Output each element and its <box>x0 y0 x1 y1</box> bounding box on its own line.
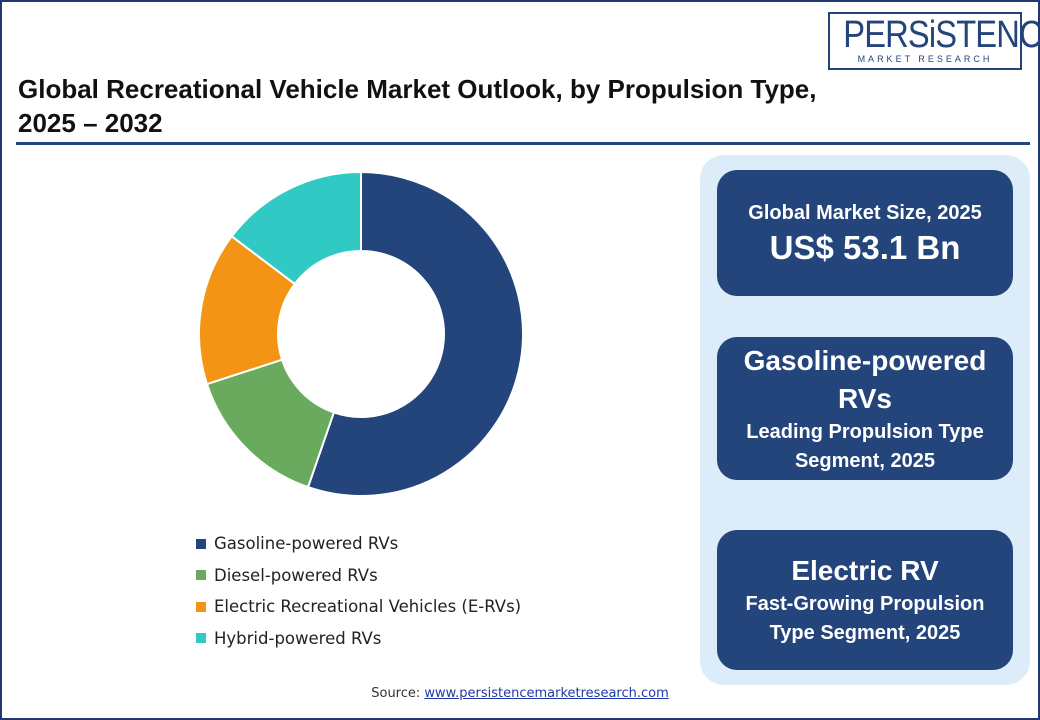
donut-slice-hybrid-powered-rvs <box>230 170 362 286</box>
donut-chart <box>198 170 524 497</box>
leading-segment-caption-line1: Leading Propulsion Type <box>746 420 984 443</box>
legend-item: Diesel-powered RVs <box>196 560 521 592</box>
legend-label: Hybrid-powered RVs <box>214 628 382 648</box>
source-link[interactable]: www.persistencemarketresearch.com <box>424 686 669 701</box>
title-divider <box>16 142 1030 145</box>
logo-wordmark: PERSiSTENCE <box>843 14 1040 56</box>
donut-slice-gasoline-powered-rvs <box>306 170 524 497</box>
source-note: Source: www.persistencemarketresearch.co… <box>0 686 1040 701</box>
market-size-card: Global Market Size, 2025 US$ 53.1 Bn <box>717 170 1013 296</box>
leading-segment-name-line1: Gasoline-powered <box>743 344 987 376</box>
fastest-growing-caption-line2: Type Segment, 2025 <box>769 622 961 644</box>
chart-legend: Gasoline-powered RVs Diesel-powered RVs El… <box>196 528 521 654</box>
source-label: Source: <box>371 686 421 701</box>
legend-item: Gasoline-powered RVs <box>196 528 521 560</box>
legend-swatch <box>196 570 206 581</box>
fastest-growing-card: Electric RV Fast-Growing Propulsion Type… <box>717 530 1013 670</box>
legend-item: Electric Recreational Vehicles (E-RVs) <box>196 591 521 623</box>
logo-tagline: MARKET RESEARCH <box>857 54 993 64</box>
legend-item: Hybrid-powered RVs <box>196 623 521 655</box>
fastest-growing-caption-line1: Fast-Growing Propulsion <box>745 593 985 615</box>
leading-segment-card: Gasoline-powered RVs Leading Propulsion … <box>717 337 1013 480</box>
market-size-label: Global Market Size, 2025 <box>748 201 982 224</box>
legend-label: Gasoline-powered RVs <box>214 534 399 554</box>
fastest-growing-name: Electric RV <box>791 555 939 586</box>
legend-swatch <box>196 601 206 612</box>
chart-title-line1: Global Recreational Vehicle Market Outlo… <box>18 74 817 104</box>
legend-label: Diesel-powered RVs <box>214 565 378 585</box>
chart-title-line2: 2025 – 2032 <box>18 108 163 138</box>
chart-title: Global Recreational Vehicle Market Outlo… <box>18 72 838 140</box>
leading-segment-name-line2: RVs <box>838 382 892 414</box>
market-size-value: US$ 53.1 Bn <box>769 228 961 266</box>
legend-swatch <box>196 538 206 549</box>
leading-segment-caption-line2: Segment, 2025 <box>794 449 936 472</box>
legend-label: Electric Recreational Vehicles (E-RVs) <box>214 597 522 617</box>
legend-swatch <box>196 633 206 644</box>
persistence-logo: PERSiSTENCE MARKET RESEARCH <box>828 12 1040 70</box>
